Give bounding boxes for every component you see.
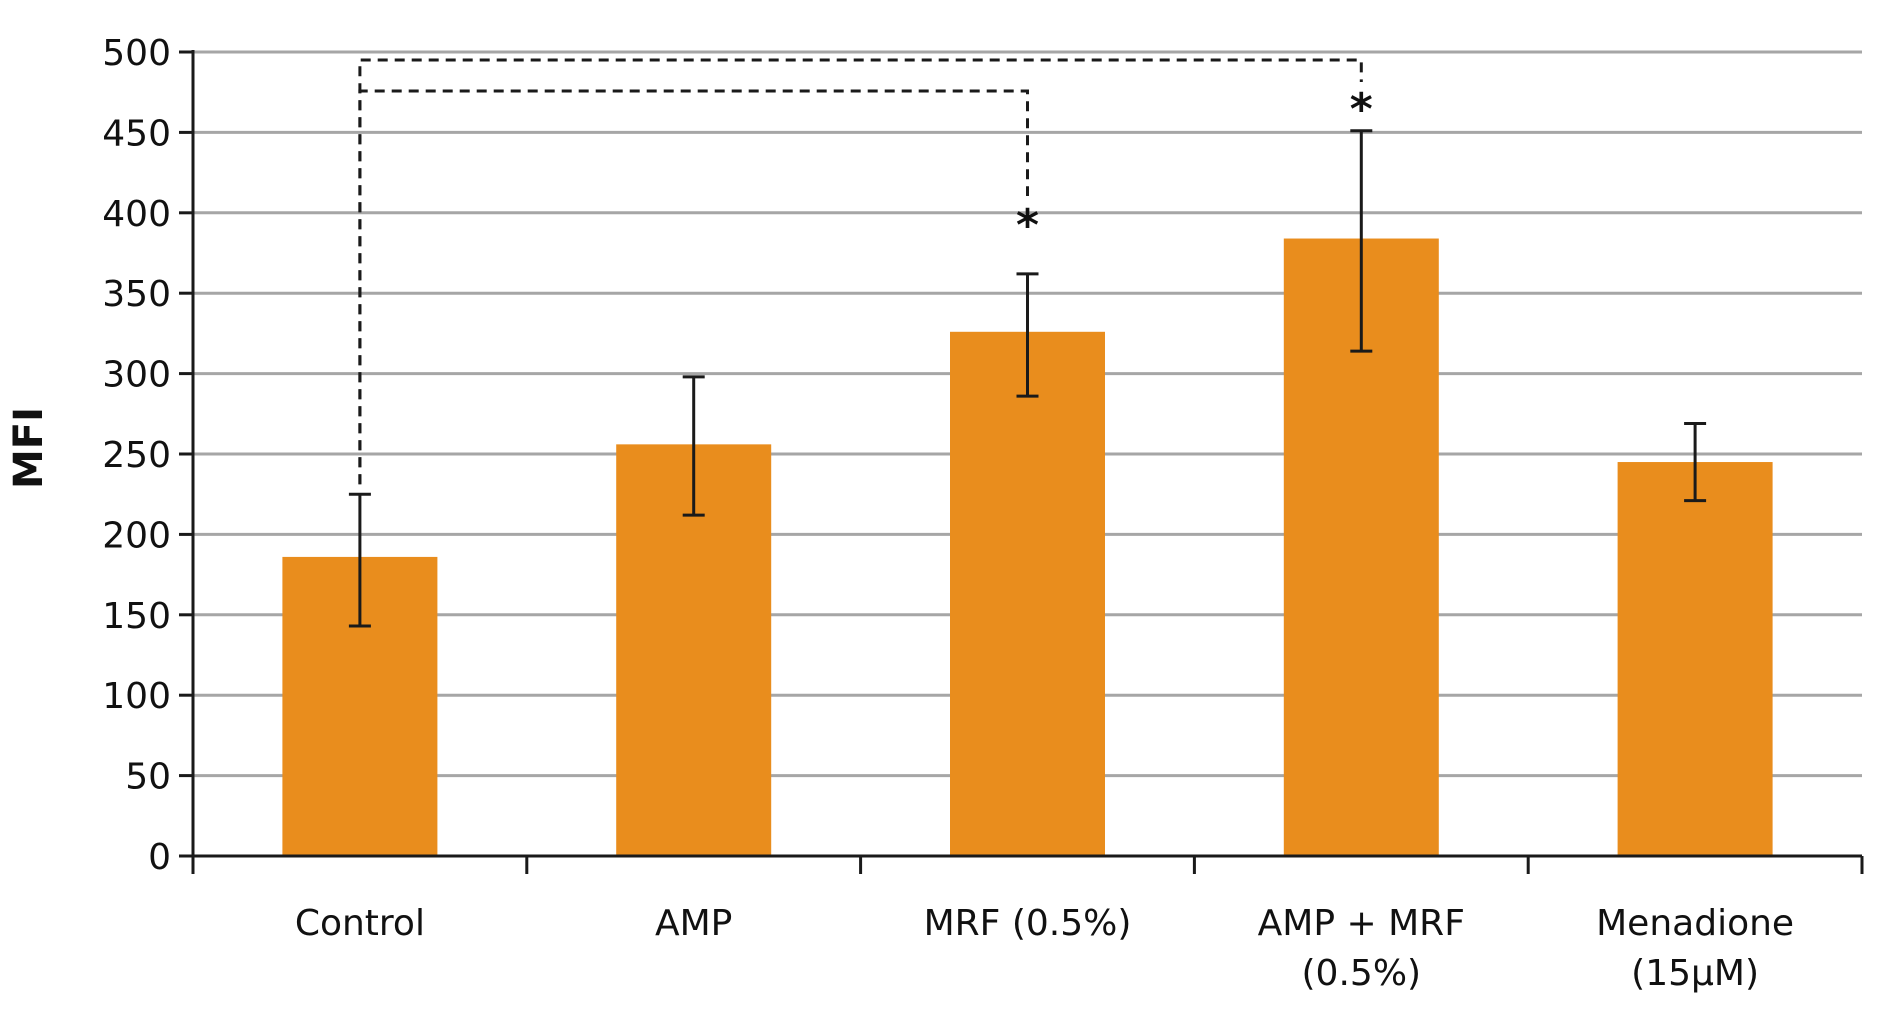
y-tick-label: 400	[102, 194, 171, 235]
y-tick-label: 0	[148, 837, 171, 878]
significance-star: *	[1350, 84, 1373, 135]
x-category-label: AMP + MRF	[1258, 903, 1465, 944]
x-category-label: Control	[295, 903, 425, 944]
y-tick-label: 50	[125, 757, 171, 798]
y-tick-label: 150	[102, 596, 171, 637]
x-category-label: MRF (0.5%)	[924, 903, 1132, 944]
y-tick-label: 250	[102, 435, 171, 476]
error-bars	[348, 129, 1707, 628]
y-tick-label: 200	[102, 515, 171, 556]
significance-bracket	[358, 58, 1363, 485]
x-category-label: Menadione	[1596, 903, 1794, 944]
y-tick-label: 350	[102, 274, 171, 315]
x-category-label: AMP	[655, 903, 732, 944]
bar	[950, 331, 1105, 856]
axes	[179, 50, 1864, 874]
x-category-label: (0.5%)	[1302, 953, 1422, 994]
significance-star: *	[1016, 200, 1039, 251]
y-tick-label: 300	[102, 355, 171, 396]
x-category-label: (15μM)	[1631, 953, 1759, 994]
y-tick-label: 100	[102, 676, 171, 717]
bar	[1617, 462, 1773, 856]
y-axis-title: MFI	[6, 407, 52, 489]
significance-brackets: **	[358, 58, 1373, 485]
y-tick-label: 500	[102, 33, 171, 74]
y-tick-label: 450	[102, 113, 171, 154]
axis-labels: MFI 0 50 100 150 200 250 300 350 400 450 500 Contro…	[6, 33, 1794, 994]
